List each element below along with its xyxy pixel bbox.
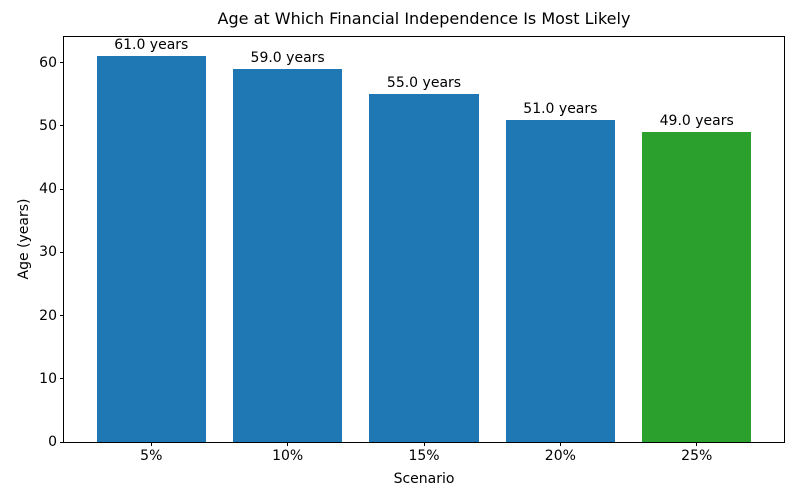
x-axis-label: Scenario xyxy=(393,471,455,487)
y-tick-label: 20 xyxy=(39,307,57,324)
y-tick-mark xyxy=(60,62,64,64)
x-tick-label: 15% xyxy=(408,448,440,464)
y-tick-label: 60 xyxy=(39,54,57,71)
bar-value-label: 61.0 years xyxy=(114,37,189,54)
bar xyxy=(505,119,615,442)
x-tick-mark xyxy=(696,442,698,446)
y-tick-label: 10 xyxy=(39,370,57,387)
y-tick-mark xyxy=(60,315,64,317)
y-tick-mark xyxy=(60,441,64,443)
y-tick-mark xyxy=(60,251,64,253)
y-tick-label: 50 xyxy=(39,117,57,134)
x-tick-mark xyxy=(287,442,289,446)
bar xyxy=(233,68,343,442)
chart-title: Age at Which Financial Independence Is M… xyxy=(217,9,631,28)
y-tick-label: 0 xyxy=(48,434,57,450)
x-tick-label: 20% xyxy=(544,448,576,464)
x-tick-mark xyxy=(423,442,425,446)
y-axis-label: Age (years) xyxy=(16,198,32,280)
x-tick-label: 25% xyxy=(681,448,713,464)
x-tick-label: 10% xyxy=(272,448,304,464)
y-tick-label: 30 xyxy=(39,244,57,261)
bar xyxy=(642,132,752,442)
y-tick-mark xyxy=(60,188,64,190)
bar xyxy=(96,56,206,442)
bar-value-label: 51.0 years xyxy=(523,100,598,117)
x-tick-mark xyxy=(559,442,561,446)
plot-area: 61.0 years 5% 59.0 years 10% 55.0 years 15% 51… xyxy=(39,36,785,463)
x-tick-mark xyxy=(150,442,152,446)
bar-value-label: 55.0 years xyxy=(386,75,462,92)
y-tick-label: 40 xyxy=(39,181,57,198)
y-tick-mark xyxy=(60,378,64,380)
bar-value-label: 49.0 years xyxy=(659,113,734,130)
x-tick-label: 5% xyxy=(140,448,163,464)
bar xyxy=(369,94,479,442)
bar-value-label: 59.0 years xyxy=(250,49,325,66)
y-tick-mark xyxy=(60,125,64,127)
